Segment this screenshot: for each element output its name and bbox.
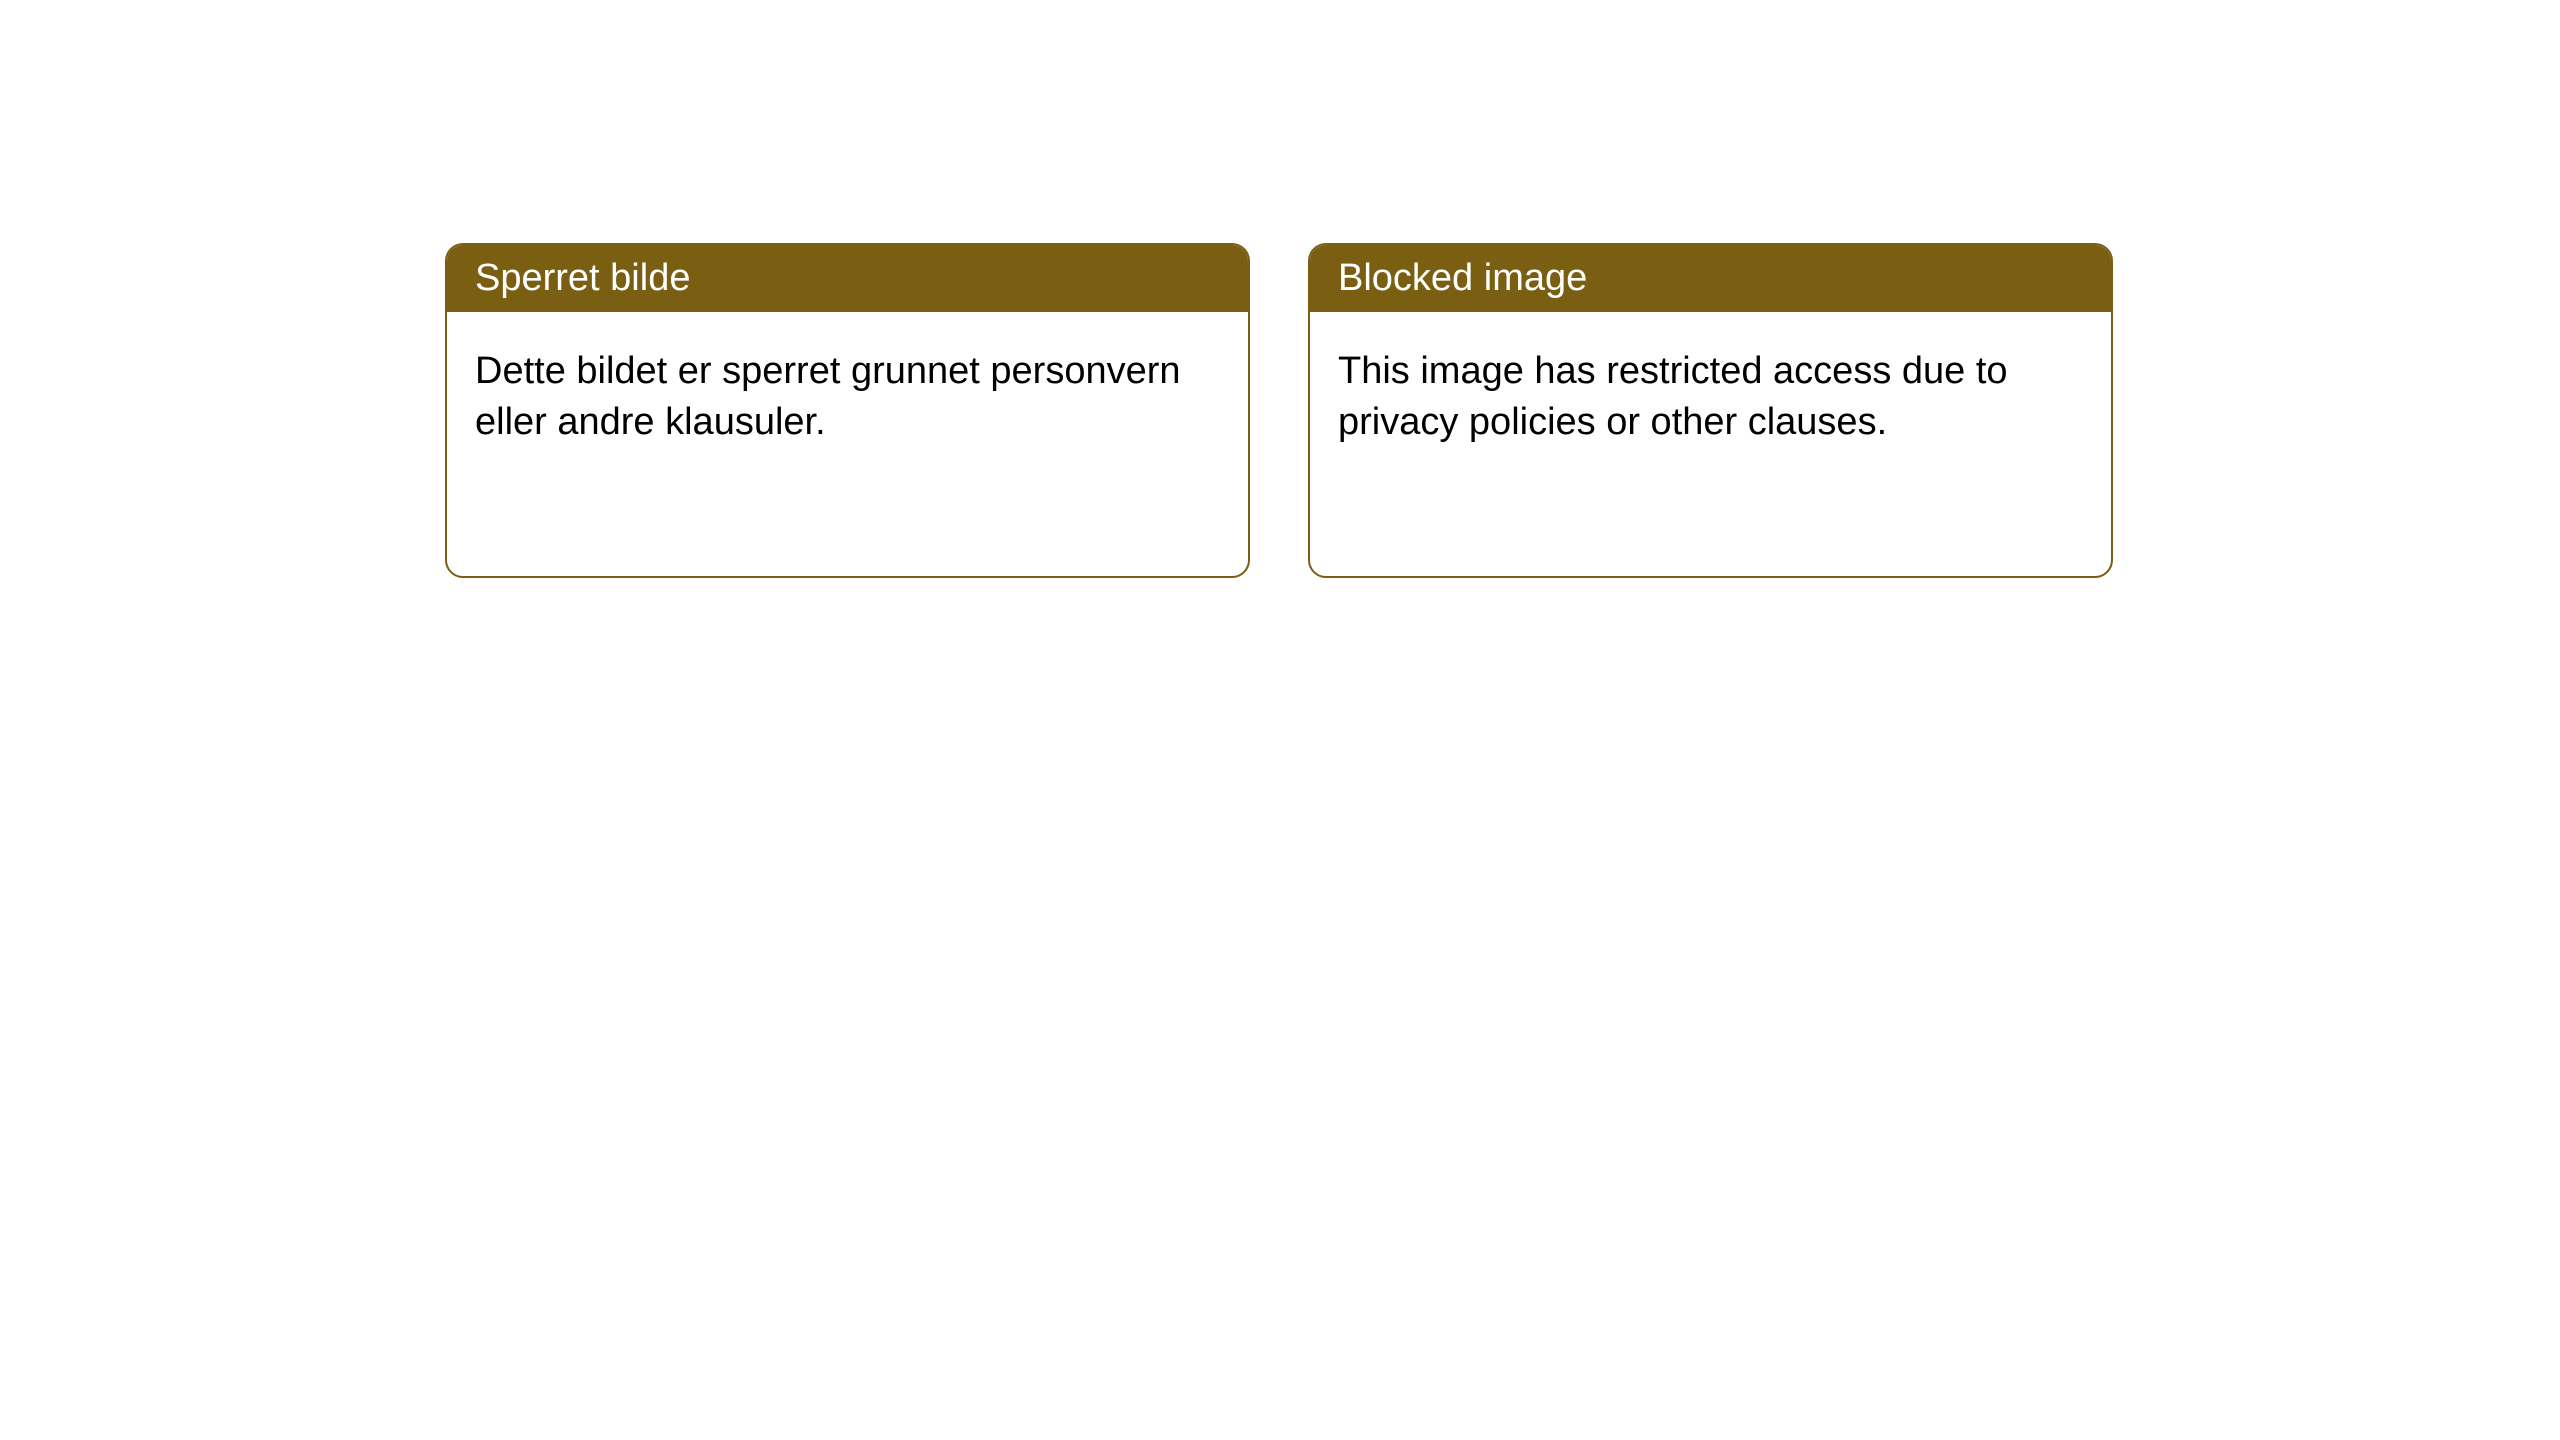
card-title: Blocked image <box>1338 257 1587 299</box>
cards-container: Sperret bilde Dette bildet er sperret gr… <box>445 243 2113 578</box>
card-body-text: This image has restricted access due to … <box>1338 350 2008 443</box>
card-body: Dette bildet er sperret grunnet personve… <box>447 312 1248 483</box>
card-header: Sperret bilde <box>447 245 1248 312</box>
card-body-text: Dette bildet er sperret grunnet personve… <box>475 350 1181 443</box>
card-norwegian: Sperret bilde Dette bildet er sperret gr… <box>445 243 1250 578</box>
card-header: Blocked image <box>1310 245 2111 312</box>
card-english: Blocked image This image has restricted … <box>1308 243 2113 578</box>
card-body: This image has restricted access due to … <box>1310 312 2111 483</box>
card-title: Sperret bilde <box>475 257 690 299</box>
